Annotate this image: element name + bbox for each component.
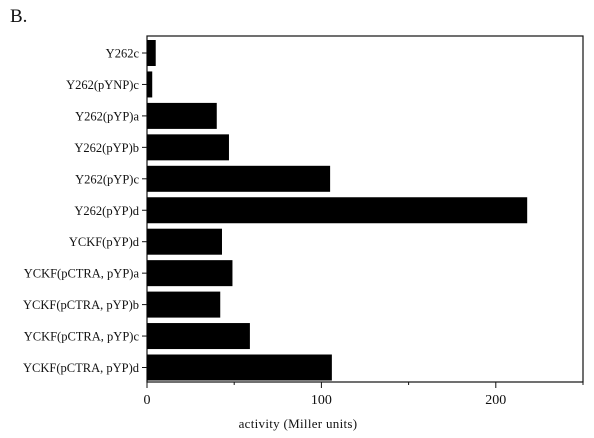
category-label: Y262c	[106, 47, 140, 61]
category-label: YCKF(pCTRA, pYP)b	[23, 298, 139, 312]
x-tick-label: 200	[485, 393, 506, 408]
x-axis-title: activity (Miller units)	[239, 416, 358, 431]
x-tick-label: 100	[311, 393, 332, 408]
category-label: Y262(pYP)c	[75, 172, 139, 186]
category-label: YCKF(pYP)d	[69, 235, 140, 249]
bar	[147, 165, 331, 192]
x-tick-label: 0	[144, 393, 151, 408]
bar	[147, 354, 332, 381]
category-label: YCKF(pCTRA, pYP)d	[23, 361, 140, 375]
bar	[147, 291, 221, 318]
bar	[147, 197, 528, 224]
bar	[147, 40, 156, 66]
category-label: Y262(pYNP)c	[66, 78, 139, 92]
bar	[147, 102, 217, 129]
category-label: YCKF(pCTRA, pYP)c	[24, 330, 140, 344]
bar	[147, 323, 250, 350]
bar	[147, 228, 222, 255]
bar	[147, 134, 229, 161]
bar	[147, 260, 233, 287]
category-label: Y262(pYP)a	[75, 109, 139, 123]
bar	[147, 71, 153, 98]
category-label: YCKF(pCTRA, pYP)a	[24, 267, 140, 281]
panel-letter: B.	[10, 6, 28, 27]
category-label: Y262(pYP)d	[74, 204, 139, 218]
category-label: Y262(pYP)b	[74, 141, 139, 155]
